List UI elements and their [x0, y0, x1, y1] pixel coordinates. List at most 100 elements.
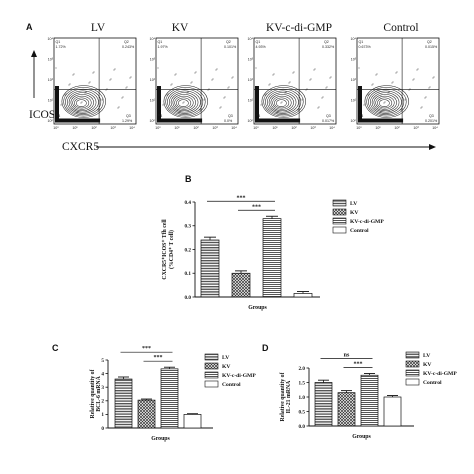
bar-0	[200, 239, 220, 298]
quadrant-label: Q1	[359, 40, 364, 44]
event-cluster	[157, 118, 203, 123]
quadrant-value-q3: 0.017%	[322, 119, 335, 123]
contour-line	[378, 99, 390, 107]
contour-line	[272, 95, 292, 110]
x-axis-title: Groups	[248, 305, 267, 311]
y-axis-title: Relative quantity of	[280, 372, 286, 421]
event-dot	[122, 96, 124, 98]
quadrant-value-q3: 0.0%	[224, 119, 233, 123]
event-dot	[106, 88, 108, 90]
event-dot	[85, 91, 87, 93]
flow-x-tick: 10²	[394, 126, 400, 130]
event-dot	[371, 84, 373, 86]
legend-label: KV-c-di-GMP	[222, 373, 256, 379]
flow-y-tick: 10³	[48, 58, 54, 62]
event-dot	[208, 88, 210, 90]
bar-3	[383, 396, 402, 427]
event-dot	[416, 69, 418, 71]
contour-line	[364, 85, 409, 118]
contour-line	[371, 92, 400, 113]
legend-swatch	[332, 208, 347, 216]
contour-line	[275, 99, 287, 107]
quadrant-label: Q2	[427, 40, 432, 44]
contour-line	[377, 97, 393, 109]
flow-plot-1: KVQ11.97%Q20.101%Q30.0%Q497.9%10⁰10⁰10¹1…	[149, 22, 239, 130]
legend-label: Control	[423, 380, 442, 386]
event-dot	[322, 96, 324, 98]
bar-2	[360, 374, 379, 427]
bar-1	[231, 272, 251, 298]
quadrant-value-q3: 0.201%	[425, 119, 438, 123]
significance-label: ***	[142, 346, 151, 352]
contour-line	[373, 94, 397, 112]
event-dot	[265, 93, 267, 95]
significance-label: ***	[354, 362, 363, 368]
contour-line	[174, 95, 194, 110]
event-dot	[363, 104, 365, 106]
event-dot	[284, 92, 286, 94]
event-dot	[223, 97, 225, 99]
legend-label: KV	[423, 362, 431, 368]
significance-label: ***	[237, 195, 246, 201]
significance-label: ***	[154, 355, 163, 361]
bar-1	[137, 399, 156, 429]
quadrant-value-q1: 0.673%	[359, 45, 372, 49]
flow-x-tick: 10²	[193, 126, 199, 130]
panel-d: D 0.0 0.5 1.0 1.5 2.0 Relative quantity of IL-2…	[262, 343, 457, 440]
contour-line	[72, 95, 92, 110]
event-dot	[65, 93, 67, 95]
legend-swatch	[405, 378, 420, 386]
event-dot	[215, 69, 217, 71]
event-cluster	[358, 118, 404, 123]
event-dot	[298, 108, 300, 110]
contour-line	[165, 87, 206, 117]
event-dot	[256, 114, 258, 116]
significance-label: ns	[344, 353, 350, 359]
legend-label: LV	[423, 353, 430, 359]
flow-x-tick: 10⁴	[231, 126, 237, 130]
event-dot	[269, 83, 271, 85]
event-dot	[384, 101, 386, 103]
event-dot	[421, 106, 423, 108]
event-dot	[420, 107, 422, 109]
event-dot	[212, 78, 214, 80]
event-dot	[190, 82, 192, 84]
legend-swatch	[332, 199, 347, 207]
event-dot	[325, 87, 327, 89]
y-tick-label: 1.5	[299, 380, 306, 386]
event-dot	[425, 96, 427, 98]
event-dot	[376, 73, 378, 75]
event-dot	[306, 88, 308, 90]
flow-x-tick: 10⁴	[329, 126, 335, 130]
y-tick-label: 0.5	[299, 409, 306, 415]
event-cluster	[55, 118, 101, 123]
event-dot	[170, 84, 172, 86]
event-dot	[281, 101, 283, 103]
event-dot	[187, 91, 189, 93]
y-tick-label: 0.0	[185, 295, 192, 301]
event-dot	[186, 92, 188, 94]
y-tick-label: 3	[101, 385, 104, 391]
quadrant-label: Q2	[226, 40, 231, 44]
bar-0	[314, 382, 333, 427]
event-dot	[368, 93, 370, 95]
event-dot	[121, 97, 123, 99]
flow-y-tick: 10³	[351, 58, 357, 62]
event-dot	[412, 79, 414, 81]
y-axis-title: BCL-6 mRNA	[96, 375, 102, 411]
flow-x-tick: 10¹	[375, 126, 381, 130]
event-dot	[64, 94, 66, 96]
y-tick-label: 5	[101, 358, 104, 364]
flow-x-tick: 10¹	[272, 126, 278, 130]
event-dot	[404, 99, 406, 101]
event-dot	[289, 81, 291, 83]
significance-label: ***	[252, 204, 261, 210]
event-dot	[288, 82, 290, 84]
event-dot	[92, 72, 94, 74]
bar-0	[114, 378, 133, 429]
legend-label: KV-c-di-GMP	[423, 371, 457, 377]
event-dot	[293, 71, 295, 73]
flow-axis-arrows	[31, 50, 436, 150]
event-dot	[76, 112, 78, 114]
y-axis-title: Relative quantity of	[90, 369, 96, 418]
